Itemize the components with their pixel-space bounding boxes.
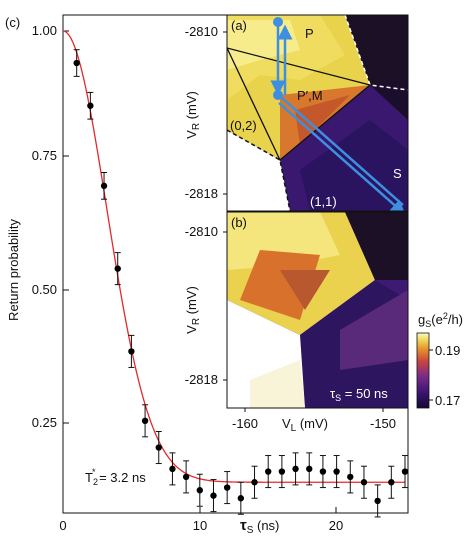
colorbar xyxy=(416,332,430,409)
data-marker xyxy=(141,417,149,425)
x-tick-b-left: -160 xyxy=(232,416,258,431)
panel-label-a: (a) xyxy=(231,18,247,33)
y-tick-label: 0.50 xyxy=(32,282,57,297)
data-marker xyxy=(374,497,381,505)
data-point xyxy=(237,481,245,515)
data-marker xyxy=(388,479,395,486)
data-point xyxy=(155,431,162,465)
data-point xyxy=(141,404,149,438)
data-point xyxy=(374,484,381,518)
data-point xyxy=(388,465,395,499)
y-tick-a-bottom: -2818 xyxy=(185,186,218,201)
data-marker xyxy=(306,465,313,473)
data-point xyxy=(265,455,272,489)
y-tick-b-bottom: -2818 xyxy=(185,372,218,387)
data-marker xyxy=(251,479,258,486)
data-marker xyxy=(347,473,354,481)
data-marker xyxy=(319,468,327,475)
data-point xyxy=(360,465,368,499)
data-point xyxy=(210,479,217,513)
y-ticks-c: 1.00 0.75 0.50 0.25 xyxy=(32,23,69,430)
t2-annotation: T2* = 3.2 ns xyxy=(85,467,146,487)
data-point xyxy=(169,452,176,486)
data-point xyxy=(100,172,108,200)
data-marker xyxy=(210,492,217,499)
data-marker xyxy=(182,473,190,481)
data-marker xyxy=(360,479,368,486)
data-marker xyxy=(87,102,94,109)
region-label-p: P xyxy=(305,26,314,41)
data-marker xyxy=(114,265,121,272)
x-ticks-c: 0 10 20 xyxy=(59,507,343,533)
data-point xyxy=(73,49,80,77)
region-label-pm: P′,M xyxy=(297,88,323,103)
y-tick-b-top: -2810 xyxy=(185,224,218,239)
data-point xyxy=(347,460,354,494)
x-tick-label: 0 xyxy=(59,518,66,533)
y-tick-a-top: -2810 xyxy=(185,24,218,39)
colorbar-title: gS(e2/h) xyxy=(418,311,463,329)
x-tick-label: 20 xyxy=(329,518,343,533)
region-label-11: (1,1) xyxy=(310,194,337,209)
data-marker xyxy=(169,465,176,473)
data-marker xyxy=(128,348,135,355)
heatmap-a xyxy=(227,15,408,211)
data-marker xyxy=(265,468,272,475)
data-point xyxy=(319,455,327,489)
data-marker xyxy=(223,484,231,491)
data-point xyxy=(128,334,135,368)
data-marker xyxy=(401,468,409,475)
y-tick-label: 0.75 xyxy=(32,148,57,163)
data-point xyxy=(182,460,190,494)
data-marker xyxy=(196,487,203,494)
heatmap-b-frame xyxy=(226,211,409,409)
fit-curve-layer xyxy=(62,30,405,483)
data-point xyxy=(114,252,121,286)
heatmap-b xyxy=(227,212,408,408)
region-label-s: S xyxy=(393,166,402,181)
data-point xyxy=(306,452,313,486)
data-point xyxy=(223,471,231,505)
heatmap-a-frame xyxy=(226,14,409,212)
y-axis-title-b: VR (mV) xyxy=(184,286,202,334)
data-marker xyxy=(100,182,108,190)
data-marker xyxy=(278,468,286,475)
data-point xyxy=(278,455,286,489)
data-marker xyxy=(155,444,162,451)
data-point xyxy=(292,452,299,486)
data-point xyxy=(333,455,340,489)
colorbar-tick-high: 0.19 xyxy=(435,343,460,358)
data-point xyxy=(251,465,258,499)
y-tick-label: 0.25 xyxy=(32,415,57,430)
y-axis-title-c: Return probability xyxy=(6,219,21,321)
x-tick-label: 10 xyxy=(193,518,207,533)
data-point xyxy=(196,473,203,507)
x-tick-b-right: -150 xyxy=(370,416,396,431)
data-marker xyxy=(237,495,245,502)
data-point xyxy=(401,455,409,489)
panel-label-b: (b) xyxy=(231,215,247,230)
colorbar-tick-low: 0.17 xyxy=(435,393,460,408)
data-points-layer xyxy=(73,49,409,518)
panel-label-c: (c) xyxy=(5,15,20,30)
tau-annotation: τS = 50 ns xyxy=(330,386,388,403)
fit-curve xyxy=(62,30,405,483)
data-point xyxy=(87,91,94,120)
x-axis-title-c: τS (ns) xyxy=(240,517,279,536)
y-axis-title-a: VR (mV) xyxy=(184,91,202,139)
data-marker xyxy=(73,59,80,67)
y-tick-label: 1.00 xyxy=(32,23,57,38)
x-axis-title-b: VL (mV) xyxy=(282,416,328,434)
region-label-02: (0,2) xyxy=(230,118,257,133)
data-marker xyxy=(292,465,299,473)
data-marker xyxy=(333,468,340,475)
